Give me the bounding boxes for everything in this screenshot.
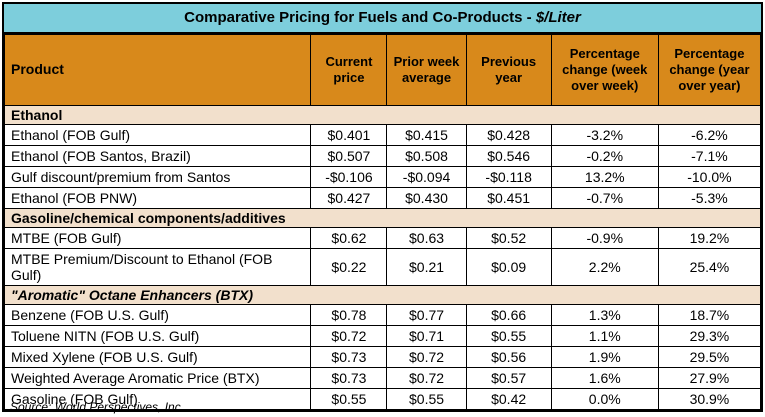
prior-week-cell: -$0.094 bbox=[386, 166, 467, 188]
table-row: MTBE (FOB Gulf) $0.62 $0.63 $0.52 -0.9% … bbox=[3, 227, 762, 249]
wow-change-cell: 1.6% bbox=[550, 367, 659, 389]
yoy-change-cell: 30.9% bbox=[657, 388, 762, 410]
table-title: Comparative Pricing for Fuels and Co-Pro… bbox=[184, 9, 536, 26]
product-cell: Ethanol (FOB Gulf) bbox=[3, 124, 312, 146]
product-cell: Benzene (FOB U.S. Gulf) bbox=[3, 304, 312, 326]
previous-year-cell: $0.546 bbox=[465, 145, 552, 167]
prior-week-cell: $0.55 bbox=[386, 388, 467, 410]
previous-year-cell: $0.55 bbox=[465, 325, 552, 347]
previous-year-cell: $0.42 bbox=[465, 388, 552, 410]
yoy-change-cell: 29.3% bbox=[657, 325, 762, 347]
pricing-table: Product Current price Prior week average… bbox=[3, 34, 762, 410]
yoy-change-cell: 29.5% bbox=[657, 346, 762, 368]
wow-change-cell: 1.9% bbox=[550, 346, 659, 368]
product-cell: Weighted Average Aromatic Price (BTX) bbox=[3, 367, 312, 389]
previous-year-cell: -$0.118 bbox=[465, 166, 552, 188]
previous-year-cell: $0.52 bbox=[465, 227, 552, 249]
column-header-pct-change-yoy: Percentage change (year over year) bbox=[657, 34, 762, 106]
yoy-change-cell: 27.9% bbox=[657, 367, 762, 389]
yoy-change-cell: -10.0% bbox=[657, 166, 762, 188]
column-header-pct-change-wow: Percentage change (week over week) bbox=[550, 34, 659, 106]
current-price-cell: $0.507 bbox=[310, 145, 388, 167]
previous-year-cell: $0.66 bbox=[465, 304, 552, 326]
table-title-unit: $/Liter bbox=[535, 9, 581, 26]
current-price-cell: $0.72 bbox=[310, 325, 388, 347]
product-cell: MTBE (FOB Gulf) bbox=[3, 227, 312, 249]
section-label: Ethanol bbox=[4, 105, 761, 125]
wow-change-cell: -0.9% bbox=[550, 227, 659, 249]
wow-change-cell: -0.2% bbox=[550, 145, 659, 167]
prior-week-cell: $0.63 bbox=[386, 227, 467, 249]
product-cell: Ethanol (FOB Santos, Brazil) bbox=[3, 145, 312, 167]
previous-year-cell: $0.451 bbox=[465, 187, 552, 209]
previous-year-cell: $0.09 bbox=[465, 248, 552, 286]
prior-week-cell: $0.72 bbox=[386, 367, 467, 389]
product-cell: Gasoline (FOB Gulf) bbox=[3, 388, 312, 410]
current-price-cell: $0.62 bbox=[310, 227, 388, 249]
product-cell: Ethanol (FOB PNW) bbox=[3, 187, 312, 209]
table-row: Gulf discount/premium from Santos -$0.10… bbox=[3, 166, 762, 188]
column-header-product: Product bbox=[3, 34, 312, 106]
table-row: Ethanol (FOB Gulf) $0.401 $0.415 $0.428 … bbox=[3, 124, 762, 146]
current-price-cell: $0.73 bbox=[310, 367, 388, 389]
table-row: Ethanol (FOB Santos, Brazil) $0.507 $0.5… bbox=[3, 145, 762, 167]
current-price-cell: $0.55 bbox=[310, 388, 388, 410]
yoy-change-cell: -5.3% bbox=[657, 187, 762, 209]
table-row: MTBE Premium/Discount to Ethanol (FOB Gu… bbox=[3, 248, 762, 286]
wow-change-cell: 0.0% bbox=[550, 388, 659, 410]
product-cell: Gulf discount/premium from Santos bbox=[3, 166, 312, 188]
yoy-change-cell: 19.2% bbox=[657, 227, 762, 249]
current-price-cell: $0.401 bbox=[310, 124, 388, 146]
product-cell: Toluene NITN (FOB U.S. Gulf) bbox=[3, 325, 312, 347]
column-header-prior-week-average: Prior week average bbox=[386, 34, 467, 106]
column-header-current-price: Current price bbox=[310, 34, 388, 106]
wow-change-cell: 2.2% bbox=[550, 248, 659, 286]
current-price-cell: $0.73 bbox=[310, 346, 388, 368]
section-label: Gasoline/chemical components/additives bbox=[4, 208, 761, 228]
table-row: Gasoline (FOB Gulf) $0.55 $0.55 $0.42 0.… bbox=[3, 388, 762, 410]
table-row: Weighted Average Aromatic Price (BTX) $0… bbox=[3, 367, 762, 389]
current-price-cell: $0.78 bbox=[310, 304, 388, 326]
product-cell: MTBE Premium/Discount to Ethanol (FOB Gu… bbox=[3, 248, 312, 286]
wow-change-cell: -0.7% bbox=[550, 187, 659, 209]
current-price-cell: $0.427 bbox=[310, 187, 388, 209]
table-row: Mixed Xylene (FOB U.S. Gulf) $0.73 $0.72… bbox=[3, 346, 762, 368]
prior-week-cell: $0.21 bbox=[386, 248, 467, 286]
wow-change-cell: 1.3% bbox=[550, 304, 659, 326]
table-row: Toluene NITN (FOB U.S. Gulf) $0.72 $0.71… bbox=[3, 325, 762, 347]
table-row: Ethanol (FOB PNW) $0.427 $0.430 $0.451 -… bbox=[3, 187, 762, 209]
column-header-previous-year: Previous year bbox=[465, 34, 552, 106]
yoy-change-cell: 25.4% bbox=[657, 248, 762, 286]
section-header-ethanol: Ethanol bbox=[4, 105, 761, 125]
section-header-gasoline-chemical: Gasoline/chemical components/additives bbox=[4, 208, 761, 228]
previous-year-cell: $0.57 bbox=[465, 367, 552, 389]
prior-week-cell: $0.71 bbox=[386, 325, 467, 347]
yoy-change-cell: -7.1% bbox=[657, 145, 762, 167]
table-title-bar: Comparative Pricing for Fuels and Co-Pro… bbox=[4, 4, 761, 34]
wow-change-cell: 13.2% bbox=[550, 166, 659, 188]
prior-week-cell: $0.430 bbox=[386, 187, 467, 209]
prior-week-cell: $0.508 bbox=[386, 145, 467, 167]
previous-year-cell: $0.428 bbox=[465, 124, 552, 146]
wow-change-cell: -3.2% bbox=[550, 124, 659, 146]
yoy-change-cell: 18.7% bbox=[657, 304, 762, 326]
prior-week-cell: $0.415 bbox=[386, 124, 467, 146]
previous-year-cell: $0.56 bbox=[465, 346, 552, 368]
prior-week-cell: $0.72 bbox=[386, 346, 467, 368]
current-price-cell: $0.22 bbox=[310, 248, 388, 286]
table-header-row: Product Current price Prior week average… bbox=[3, 34, 762, 106]
current-price-cell: -$0.106 bbox=[310, 166, 388, 188]
yoy-change-cell: -6.2% bbox=[657, 124, 762, 146]
table-row: Benzene (FOB U.S. Gulf) $0.78 $0.77 $0.6… bbox=[3, 304, 762, 326]
pricing-table-frame: Comparative Pricing for Fuels and Co-Pro… bbox=[2, 2, 763, 412]
section-header-aromatic-btx: "Aromatic" Octane Enhancers (BTX) bbox=[4, 285, 761, 305]
section-label: "Aromatic" Octane Enhancers (BTX) bbox=[4, 285, 761, 305]
product-cell: Mixed Xylene (FOB U.S. Gulf) bbox=[3, 346, 312, 368]
wow-change-cell: 1.1% bbox=[550, 325, 659, 347]
source-note: Source: World Perspectives, Inc. bbox=[10, 400, 185, 414]
prior-week-cell: $0.77 bbox=[386, 304, 467, 326]
